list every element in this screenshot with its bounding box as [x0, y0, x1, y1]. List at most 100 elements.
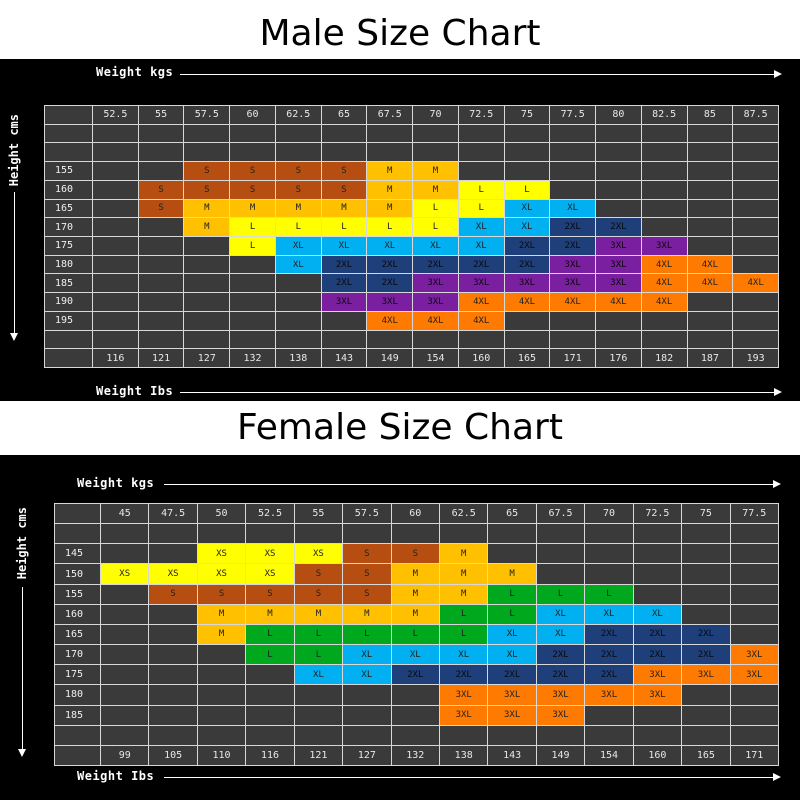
male-size-cell: 2XL [596, 218, 642, 237]
male-size-cell: XL [321, 237, 368, 256]
male-size-cell: L [367, 218, 414, 237]
male-weight-lbs-label: 160 [458, 349, 505, 368]
male-size-cell [321, 143, 368, 163]
male-size-cell: M [275, 199, 322, 219]
male-size-cell [413, 143, 459, 163]
female-size-grid: 45 47.5 50 52.5 55 57.5 60 62.5 65 67.5 70 72.5 75 77… [54, 503, 779, 766]
male-size-cell [138, 274, 185, 294]
male-size-cell [687, 218, 734, 237]
male-weight-lbs-label: 165 [504, 349, 551, 368]
male-size-cell: 2XL [504, 237, 551, 256]
male-weight-kg-label: 85 [687, 106, 734, 125]
female-size-cell: XL [488, 624, 537, 646]
male-weight-kg-label: 72.5 [458, 106, 505, 125]
male-size-cell [733, 199, 779, 219]
female-size-cell [246, 665, 295, 686]
female-size-cell: XL [440, 645, 489, 666]
female-size-cell [101, 705, 150, 726]
male-chart-title: Male Size Chart [259, 13, 541, 54]
male-size-cell [93, 274, 139, 294]
female-chart-panel: Weight kgs Height cms 45 47.5 50 52.5 55 57.5… [0, 455, 800, 800]
female-size-cell: L [343, 624, 392, 646]
male-size-cell: 4XL [687, 274, 734, 294]
male-size-cell: M [367, 180, 414, 200]
male-size-cell [687, 293, 734, 312]
female-size-cell [730, 584, 779, 605]
male-size-cell: 3XL [413, 293, 459, 312]
male-weight-lbs-label: 121 [138, 349, 185, 368]
female-size-cell: L [294, 624, 344, 646]
male-size-cell: 4XL [550, 293, 597, 312]
male-height-label [45, 143, 93, 163]
female-corner-cell [55, 504, 101, 525]
male-size-cell [93, 180, 139, 200]
female-size-cell: L [440, 624, 489, 646]
male-weight-kg-label: 75 [504, 106, 551, 125]
male-size-cell [138, 293, 185, 312]
female-size-cell: L [294, 645, 344, 666]
male-size-cell [596, 311, 642, 331]
male-size-cell [504, 330, 551, 350]
male-size-cell [93, 237, 139, 256]
female-size-cell: L [488, 584, 537, 605]
female-chart-title: Female Size Chart [237, 407, 563, 448]
female-weight-lbs-label: 132 [391, 745, 440, 766]
female-weight-lbs-label: 110 [197, 745, 247, 766]
female-size-cell [149, 645, 198, 666]
male-height-label: 160 [45, 180, 93, 200]
male-size-cell [230, 293, 276, 312]
female-size-cell [633, 544, 683, 565]
male-size-cell [733, 124, 779, 144]
female-size-cell [633, 564, 683, 585]
male-size-cell [321, 311, 368, 331]
female-size-cell: M [246, 604, 295, 625]
female-size-cell: XL [633, 604, 683, 625]
male-size-cell: S [184, 162, 231, 181]
female-size-cell: M [391, 604, 440, 625]
male-corner-cell [45, 106, 93, 125]
male-weight-kg-label: 55 [138, 106, 185, 125]
male-height-label: 155 [45, 162, 93, 181]
male-size-cell [733, 330, 779, 350]
female-weight-kg-label: 55 [294, 504, 344, 525]
male-size-cell [275, 311, 322, 331]
female-bottom-axis-arrow [164, 773, 781, 781]
female-size-cell [440, 524, 489, 545]
male-size-cell: S [321, 162, 368, 181]
female-size-cell [391, 725, 440, 746]
male-size-cell [641, 199, 688, 219]
female-weight-kg-label: 62.5 [440, 504, 489, 525]
female-size-cell [585, 564, 634, 585]
male-size-cell [733, 218, 779, 237]
male-size-cell: 4XL [504, 293, 551, 312]
male-size-cell: 3XL [596, 237, 642, 256]
female-size-cell [730, 564, 779, 585]
female-size-cell: L [536, 584, 586, 605]
female-weight-kg-label: 70 [585, 504, 634, 525]
male-size-cell: L [504, 180, 551, 200]
male-height-label: 165 [45, 199, 93, 219]
male-size-cell: S [138, 199, 185, 219]
female-size-cell: 3XL [488, 705, 537, 726]
male-size-cell [184, 311, 231, 331]
female-size-cell [149, 725, 198, 746]
female-height-label: 145 [55, 544, 101, 565]
female-size-cell [149, 685, 198, 706]
male-size-cell [641, 124, 688, 144]
female-height-label: 150 [55, 564, 101, 585]
female-height-label: 160 [55, 604, 101, 625]
female-size-cell: L [391, 624, 440, 646]
female-size-cell [633, 524, 683, 545]
male-size-cell [321, 124, 368, 144]
male-size-cell [93, 330, 139, 350]
female-height-label: 175 [55, 665, 101, 686]
female-height-label: 180 [55, 685, 101, 706]
female-size-cell [488, 544, 537, 565]
female-size-cell: 2XL [633, 624, 683, 646]
female-size-cell [197, 524, 247, 545]
male-left-axis-label: Height cms [7, 114, 21, 187]
female-size-cell: S [391, 544, 440, 565]
female-size-cell: M [294, 604, 344, 625]
female-size-cell [149, 524, 198, 545]
male-size-cell [641, 311, 688, 331]
